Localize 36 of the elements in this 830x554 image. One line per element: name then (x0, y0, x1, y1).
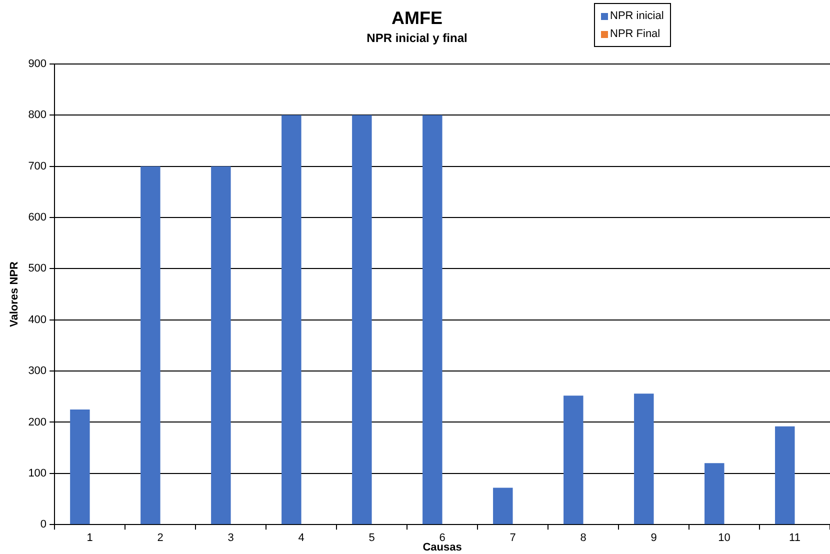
y-tick-label: 0 (40, 518, 47, 531)
x-tick-label: 7 (510, 532, 516, 544)
y-tick-label: 200 (28, 416, 47, 428)
x-tick-label: 9 (650, 532, 657, 544)
bar (140, 166, 160, 524)
x-tick-label: 3 (228, 532, 234, 544)
bar (704, 463, 724, 524)
y-axis-title: Valores NPR (8, 262, 21, 328)
x-tick-label: 1 (86, 532, 93, 544)
x-tick-label: 5 (368, 532, 375, 544)
x-tick-label: 11 (789, 532, 800, 544)
x-tick-label: 4 (298, 532, 304, 544)
legend-label: NPR inicial (610, 10, 664, 22)
bar (493, 488, 513, 524)
bar (422, 115, 442, 524)
chart-subtitle: NPR inicial y final (366, 31, 468, 46)
legend-label: NPR Final (610, 28, 660, 40)
y-tick-label: 500 (28, 262, 47, 275)
y-tick-label: 700 (28, 160, 47, 172)
y-tick-label: 300 (28, 365, 47, 378)
x-tick-label: 8 (580, 532, 586, 544)
x-tick-label: 2 (157, 532, 164, 544)
chart-title: AMFE (392, 8, 442, 28)
y-tick-label: 800 (28, 109, 47, 122)
y-tick-label: 900 (28, 58, 47, 70)
bar (564, 396, 584, 524)
bar (634, 394, 654, 524)
bar (70, 409, 90, 524)
bar (211, 166, 231, 524)
bar (282, 115, 302, 524)
bar (352, 115, 372, 524)
y-tick-label: 400 (28, 314, 47, 326)
y-tick-label: 100 (28, 467, 47, 480)
bar (775, 426, 795, 524)
y-tick-label: 600 (28, 212, 47, 224)
x-tick-label: 10 (718, 532, 730, 544)
